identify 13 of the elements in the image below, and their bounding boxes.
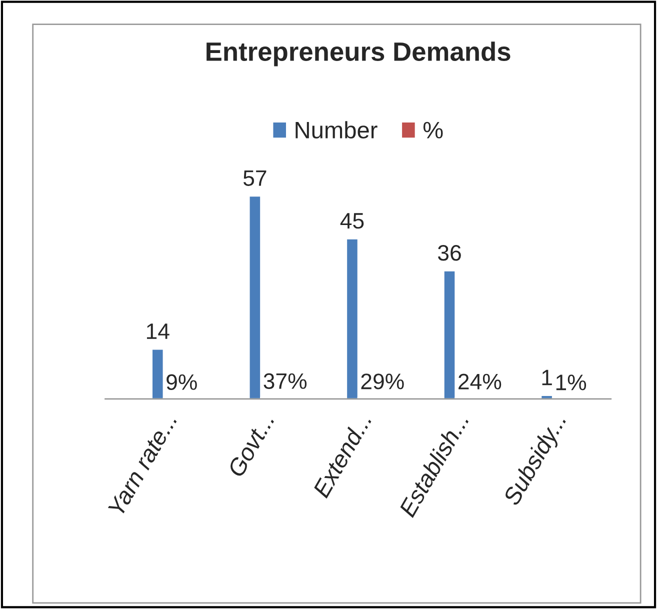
data-label: 45 xyxy=(340,213,364,229)
chart-title: Entrepreneurs Demands xyxy=(206,42,510,66)
legend-label: % xyxy=(423,122,443,138)
data-label: 1 xyxy=(542,370,552,386)
data-label: 1% xyxy=(556,374,586,390)
data-label: 29% xyxy=(361,374,404,390)
data-label: 9% xyxy=(166,374,197,390)
data-label: 24% xyxy=(458,374,502,390)
data-label: 37% xyxy=(264,373,307,390)
data-label: 14 xyxy=(146,324,170,339)
legend-label: Number xyxy=(296,121,378,139)
data-label: 57 xyxy=(243,170,266,186)
data-label: 36 xyxy=(438,245,461,261)
